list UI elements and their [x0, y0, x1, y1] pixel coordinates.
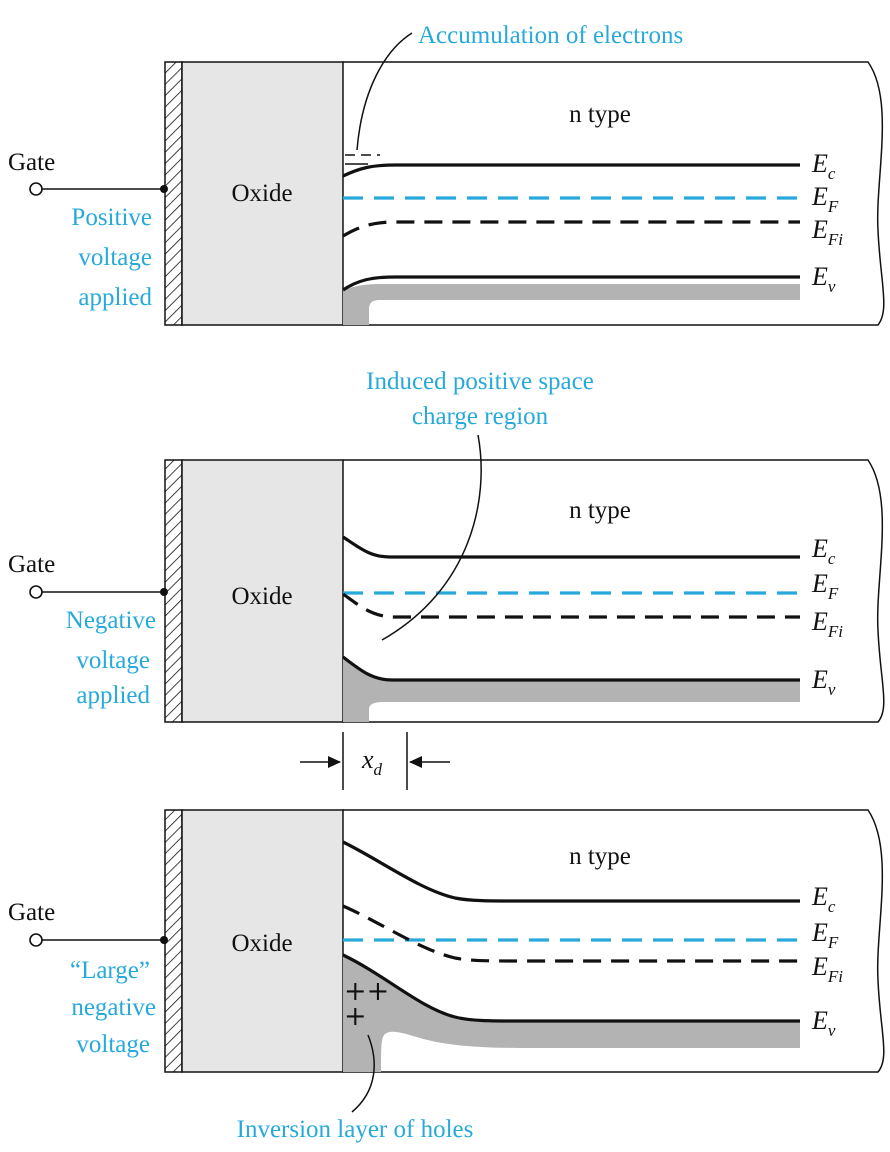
- semiconductor-type-label: n type: [569, 497, 631, 524]
- oxide-layer: [181, 459, 344, 723]
- gate-terminal: [29, 933, 43, 947]
- ec-label: Ec: [811, 882, 836, 916]
- voltage-label-line-1: Positive: [71, 204, 152, 231]
- gate-label: Gate: [8, 149, 55, 176]
- ev-label: Ev: [811, 1006, 836, 1040]
- voltage-label-line-3: applied: [78, 284, 152, 311]
- panel-large-negative-voltage: Gate “Large” negative voltage Oxide n ty…: [8, 809, 885, 1073]
- ef-label: EF: [811, 569, 839, 603]
- gate-contact-dot: [160, 588, 168, 596]
- voltage-label-line-2: voltage: [78, 244, 152, 271]
- gate-contact-dot: [160, 936, 168, 944]
- accumulation-annotation: Accumulation of electrons: [418, 22, 683, 49]
- voltage-label-line-3: applied: [76, 682, 150, 709]
- ec-label: Ec: [811, 534, 836, 568]
- inversion-holes-plus-1: ++: [344, 976, 389, 1007]
- oxide-layer: [181, 61, 344, 326]
- semiconductor-outline: [343, 809, 885, 1073]
- conduction-band-ec: [342, 163, 800, 178]
- efi-label: EFi: [811, 215, 843, 249]
- conduction-band-ec: [342, 840, 800, 903]
- accumulation-leader: [356, 32, 413, 151]
- semiconductor-outline: [343, 61, 885, 326]
- valence-band-shading: [343, 284, 800, 325]
- gate-terminal: [29, 182, 43, 196]
- valence-band-shading: [343, 657, 800, 722]
- inversion-annotation: Inversion layer of holes: [237, 1116, 474, 1143]
- intrinsic-fermi-level-efi: [342, 220, 800, 238]
- semiconductor-type-label: n type: [569, 101, 631, 128]
- oxide-label: Oxide: [231, 583, 292, 610]
- valence-band-ev: [342, 275, 800, 292]
- oxide-label: Oxide: [231, 930, 292, 957]
- ev-label: Ev: [811, 665, 836, 699]
- valence-band-ev: [342, 655, 800, 682]
- voltage-label-line-1: “Large”: [70, 957, 150, 984]
- voltage-label-line-2: negative: [71, 994, 156, 1021]
- metal-gate-hatch: [164, 61, 183, 326]
- valence-band-ev: [342, 953, 800, 1023]
- space-charge-annotation-line-1: Induced positive space: [366, 368, 594, 395]
- space-charge-annotation-line-2: charge region: [412, 403, 549, 430]
- oxide-label: Oxide: [231, 180, 292, 207]
- voltage-label-line-2: voltage: [76, 647, 150, 674]
- gate-label: Gate: [8, 899, 55, 926]
- voltage-label-line-3: voltage: [76, 1031, 150, 1058]
- ef-label: EF: [811, 182, 839, 216]
- gate-label: Gate: [8, 551, 55, 578]
- inversion-leader: [351, 1034, 375, 1113]
- panel-positive-voltage: Gate Positive voltage applied Oxide n ty…: [8, 61, 885, 326]
- semiconductor-type-label: n type: [569, 843, 631, 870]
- oxide-layer: [181, 809, 344, 1073]
- voltage-label-line-1: Negative: [66, 607, 156, 634]
- efi-label: EFi: [811, 607, 843, 641]
- depletion-width-marker: xd: [300, 732, 450, 790]
- ec-label: Ec: [811, 149, 836, 183]
- ef-label: EF: [811, 918, 839, 952]
- conduction-band-ec: [342, 535, 800, 559]
- intrinsic-fermi-level-efi: [342, 904, 800, 963]
- efi-label: EFi: [811, 952, 843, 986]
- inversion-holes-plus-2: +: [344, 1001, 367, 1032]
- gate-terminal: [29, 585, 43, 599]
- panel-negative-voltage: Gate Negative voltage applied Oxide n ty…: [8, 459, 885, 723]
- valence-band-shading: [343, 955, 800, 1072]
- space-charge-leader: [381, 434, 482, 641]
- semiconductor-outline: [343, 459, 885, 723]
- depletion-width-label: xd: [361, 745, 383, 779]
- ev-label: Ev: [811, 262, 836, 296]
- intrinsic-fermi-level-efi: [342, 592, 800, 619]
- gate-contact-dot: [160, 185, 168, 193]
